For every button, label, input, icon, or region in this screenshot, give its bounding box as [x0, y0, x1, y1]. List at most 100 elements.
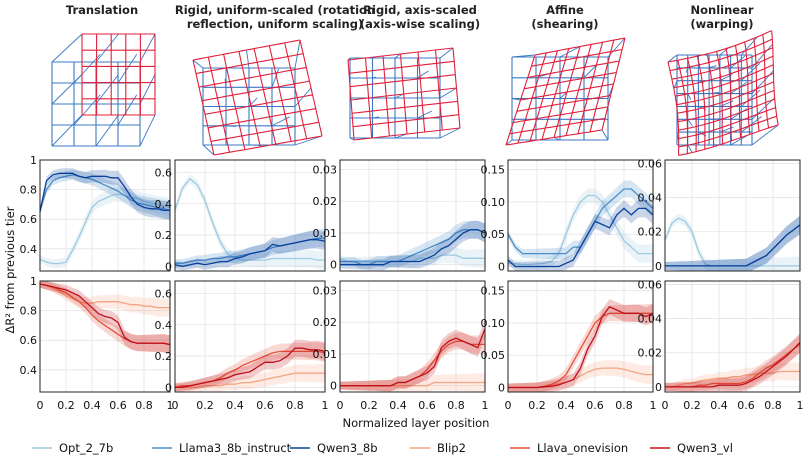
transformed-grid [207, 108, 316, 129]
series-line-Qwen3_8b [175, 239, 325, 267]
correspondence-line [601, 129, 609, 141]
series-band-Llava_onevision [40, 281, 170, 354]
series-line-Qwen3_8b [665, 224, 800, 267]
transformed-grid [706, 53, 715, 147]
legend-item: Qwen3_vl [650, 441, 733, 455]
x-tick-label: 1 [482, 399, 489, 412]
transformed-grid [771, 30, 779, 126]
series-band-Opt_2_7b [175, 174, 325, 270]
correspondence-line [271, 68, 280, 88]
y-tick-label: 0.6 [155, 288, 173, 301]
transformed-grid [677, 81, 774, 114]
series-band-Qwen3_8b [665, 215, 800, 271]
correspondence-line [439, 87, 457, 99]
legend-label: Llava_onevision [537, 441, 628, 455]
correspondence-line [394, 53, 401, 59]
panel-frame [174, 280, 326, 393]
panel-background [508, 160, 653, 271]
y-tick-label: 0 [165, 260, 172, 273]
series-line-Blip2 [175, 372, 325, 388]
plot-area [175, 339, 325, 392]
x-axis-label: Normalized layer position [343, 416, 490, 430]
x-tick-label: 0 [37, 399, 44, 412]
x-tick-label: 0.2 [57, 399, 75, 412]
x-tick-label: 0.6 [418, 399, 436, 412]
correspondence-line [51, 114, 83, 147]
transformed-grid [677, 60, 689, 154]
transformed-grid [734, 45, 742, 138]
plot-area [340, 220, 485, 271]
y-tick-label: 0.03 [313, 285, 338, 298]
series-band-Blip2 [175, 363, 325, 392]
transformed-grid [577, 42, 604, 134]
transformed-grid [223, 54, 246, 150]
y-tick-label: 0.02 [638, 347, 663, 360]
series-band-Blip2 [40, 281, 170, 317]
column-title: Translation [66, 3, 138, 17]
panel-vision-2: 0 0.01 0.02 0.03 0 0.2 0.4 0.6 0.8 1 [313, 280, 489, 412]
panel-background [508, 281, 653, 392]
illustration [51, 33, 156, 147]
series-line-Qwen3_vl [175, 347, 325, 388]
x-tick-label: 0 [337, 399, 344, 412]
correspondence-line [349, 137, 355, 141]
y-tick-label: 0 [330, 380, 337, 393]
x-tick-label: 0 [505, 399, 512, 412]
column-title: reflection, uniform scaling) [187, 17, 363, 31]
correspondence-line [730, 134, 749, 146]
series-band-Qwen3_vl [340, 319, 485, 392]
transformed-grid [192, 59, 215, 156]
y-tick-label: 0.02 [638, 226, 663, 239]
transformed-grid [284, 42, 308, 139]
panel-background [665, 160, 800, 271]
series-band-Llama3_8b_instruct [340, 220, 485, 270]
y-tick-label: 0.4 [155, 198, 173, 211]
correspondence-line [139, 33, 156, 63]
transformed-grid [207, 56, 230, 153]
legend-item: Llama3_8b_instruct [152, 441, 292, 455]
correspondence-line [372, 116, 380, 119]
panel-frame [507, 280, 654, 393]
y-tick-label: 1 [30, 154, 37, 167]
panel-frame [664, 159, 801, 272]
x-tick-label: 0.4 [710, 399, 728, 412]
correspondence-line [687, 144, 693, 153]
transformed-grid [744, 41, 751, 135]
y-tick-label: 0 [498, 260, 505, 273]
correspondence-line [719, 47, 730, 56]
series-line-Opt_2_7b [40, 193, 170, 265]
panel-text-3: 0 0.05 0.10 0.15 [481, 159, 654, 273]
series-band-Opt_2_7b [665, 213, 800, 271]
x-tick-label: 0.6 [586, 399, 604, 412]
transformed-grid [725, 48, 733, 141]
y-tick-label: 0.05 [481, 228, 506, 241]
transformed-grid [716, 51, 724, 144]
column-title: Nonlinear [690, 3, 753, 17]
series-band-Qwen3_8b [175, 230, 325, 271]
correspondence-line [709, 118, 720, 120]
plot-area [175, 174, 325, 271]
series-band-Llama3_8b_instruct [175, 228, 325, 268]
correspondence-line [248, 144, 269, 146]
transformed-grid [753, 38, 760, 132]
correspondence-line [417, 70, 429, 79]
correspondence-line [553, 137, 561, 141]
correspondence-line [95, 74, 119, 105]
y-tick-label: 0.6 [20, 334, 38, 347]
transformed-grid [678, 107, 776, 140]
correspondence-line [667, 54, 678, 63]
transformed-grid [669, 38, 773, 72]
transformed-grid [352, 114, 459, 128]
x-tick-label: 0.4 [557, 399, 575, 412]
transformed-grid [565, 44, 592, 136]
y-tick-label: 0.6 [20, 213, 38, 226]
correspondence-line [740, 36, 759, 56]
correspondence-line [559, 91, 568, 99]
series-band-Qwen3_vl [508, 299, 653, 392]
x-tick-label: 1 [167, 399, 174, 412]
panel-background [40, 160, 170, 271]
y-tick-label: 0.03 [313, 164, 338, 177]
correspondence-line [202, 144, 215, 156]
legend-label: Qwen3_vl [677, 441, 733, 455]
